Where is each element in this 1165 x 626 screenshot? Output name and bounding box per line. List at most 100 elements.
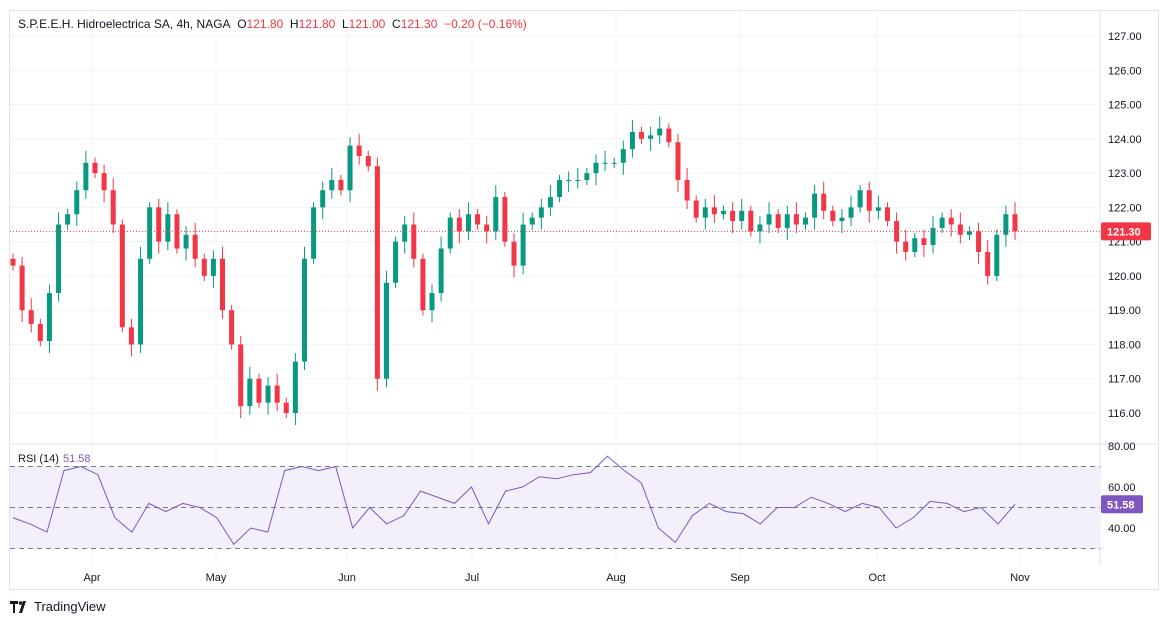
candle-body xyxy=(529,217,535,225)
candle-body xyxy=(183,234,189,249)
candle-body xyxy=(301,258,307,362)
candle-body xyxy=(821,193,827,211)
candle-body xyxy=(976,231,982,252)
candle-body xyxy=(165,214,171,242)
candle-body xyxy=(138,258,144,345)
candle-body xyxy=(839,217,845,222)
candle-body xyxy=(46,293,52,342)
candle-body xyxy=(92,162,98,174)
x-tick-label: Jul xyxy=(465,572,479,584)
candle-body xyxy=(611,162,617,164)
candle-body xyxy=(520,224,526,266)
symbol-title: S.P.E.E.H. Hidroelectrica SA, 4h, NAGA xyxy=(18,17,231,31)
candle-body xyxy=(292,361,298,413)
candle-body xyxy=(493,197,499,232)
candle-body xyxy=(374,166,380,379)
candle-body xyxy=(784,214,790,228)
candle-body xyxy=(985,251,991,276)
close-label: C xyxy=(392,17,401,31)
candle-body xyxy=(1003,214,1009,235)
candle-body xyxy=(566,179,572,181)
candle-body xyxy=(119,224,125,328)
tradingview-logo-icon xyxy=(10,600,26,613)
high-label: H xyxy=(289,17,299,31)
x-tick-label: May xyxy=(206,572,227,584)
candle-body xyxy=(247,378,253,407)
candle-body xyxy=(28,310,34,324)
candle-body xyxy=(393,241,399,283)
candle-body xyxy=(557,179,563,198)
candle-body xyxy=(884,207,890,222)
candle-body xyxy=(730,210,736,222)
last-price-badge xyxy=(1101,222,1151,241)
candle-body xyxy=(866,190,872,211)
candle-body xyxy=(930,227,936,246)
high-value: 121.80 xyxy=(298,17,336,31)
candle-body xyxy=(684,179,690,201)
candle-body xyxy=(912,238,918,252)
x-tick-label: Aug xyxy=(606,572,626,584)
chart-frame xyxy=(9,10,1159,590)
price-legend: S.P.E.E.H. Hidroelectrica SA, 4h, NAGA O… xyxy=(18,17,527,31)
change-value: −0.20 (−0.16%) xyxy=(444,17,527,31)
brand-name: TradingView xyxy=(34,599,106,614)
rsi-line xyxy=(12,455,1016,546)
candle-body xyxy=(274,385,280,403)
rsi-value: 51.58 xyxy=(62,453,91,465)
candle-body xyxy=(402,224,408,242)
candle-body xyxy=(411,224,417,259)
y-tick-label: 124.00 xyxy=(1108,134,1142,146)
y-tick-label: 122.00 xyxy=(1108,202,1142,214)
rsi-name: RSI (14) xyxy=(18,453,59,465)
candle-body xyxy=(429,293,435,311)
last-price-label: 121.30 xyxy=(1107,226,1141,238)
y-tick-label: 117.00 xyxy=(1108,374,1141,386)
rsi-y-tick-label: 60.00 xyxy=(1108,482,1136,494)
y-tick-label: 126.00 xyxy=(1108,65,1142,77)
candle-body xyxy=(447,217,453,249)
candle-body xyxy=(948,217,954,225)
candle-body xyxy=(220,258,226,311)
candle-body xyxy=(639,131,645,139)
open-label: O xyxy=(237,17,247,31)
x-tick-label: Oct xyxy=(868,572,885,584)
candle-body xyxy=(74,190,80,215)
candle-body xyxy=(721,210,727,215)
candle-body xyxy=(475,214,481,225)
candle-body xyxy=(210,258,216,276)
tradingview-logo[interactable]: TradingView xyxy=(10,599,106,614)
candle-body xyxy=(575,179,581,181)
candle-body xyxy=(629,131,635,150)
candle-body xyxy=(875,207,881,211)
candle-body xyxy=(894,221,900,242)
x-tick-label: Sep xyxy=(730,572,750,584)
candle-body xyxy=(620,149,626,163)
candle-body xyxy=(128,327,134,345)
candle-body xyxy=(775,214,781,228)
candle-body xyxy=(365,155,371,167)
candle-body xyxy=(347,145,353,191)
candle-body xyxy=(83,162,89,191)
candle-body xyxy=(748,210,754,232)
candle-body xyxy=(675,142,681,180)
candle-body xyxy=(848,207,854,218)
candle-body xyxy=(538,207,544,218)
candle-body xyxy=(311,207,317,259)
candle-body xyxy=(438,248,444,294)
x-tick-label: Apr xyxy=(83,572,100,584)
candle-body xyxy=(465,214,471,232)
y-tick-label: 118.00 xyxy=(1108,339,1141,351)
candle-body xyxy=(547,197,553,208)
candle-body xyxy=(356,145,362,156)
candle-body xyxy=(739,210,745,222)
candle-body xyxy=(857,190,863,208)
candle-body xyxy=(966,231,972,235)
candle-body xyxy=(174,214,180,249)
candle-body xyxy=(110,190,116,225)
candle-body xyxy=(693,200,699,218)
candle-body xyxy=(711,207,717,215)
candle-body xyxy=(420,258,426,311)
y-tick-label: 123.00 xyxy=(1108,168,1142,180)
